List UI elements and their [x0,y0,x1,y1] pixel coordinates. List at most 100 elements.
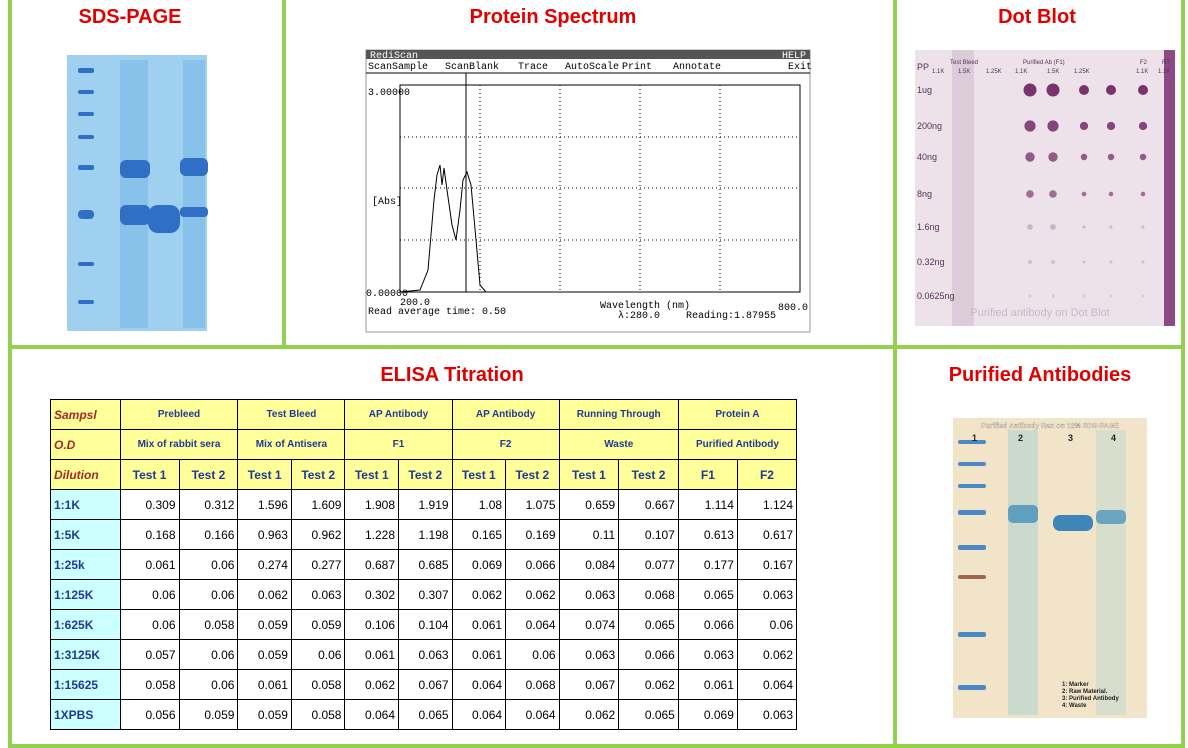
table-cell: 0.061 [344,639,400,670]
table-cell: 0.063 [736,579,798,610]
table-cell: 0.066 [677,609,738,640]
blot-dilution: 1.5K [958,69,970,75]
table-cell: 0.064 [451,699,507,730]
dot [1109,294,1113,298]
dot [1108,191,1114,197]
table-cell: 0.066 [505,549,560,580]
lane-label: 2 [1018,433,1023,443]
table-cell: 0.069 [451,549,507,580]
table-cell: 1:15625 [50,669,121,700]
table-cell: 0.962 [290,519,346,550]
table-cell: 0.084 [558,549,620,580]
watermark: Purified antibody on Dot Blot [970,307,1109,319]
table-cell: 0.059 [178,699,239,730]
table-cell: 0.613 [677,519,738,550]
purified-gel: Purified Antibody Ran on 12% SDS-PAGE 1 2… [953,418,1147,718]
dot [1047,120,1059,132]
table-cell: 0.074 [558,609,620,640]
table-cell: Test 2 [398,459,453,490]
blot-dilution: 1.25K [986,69,1002,75]
axis-label: [Abs] [372,196,402,208]
blot-dilution: 1.5K [1047,69,1059,75]
gel-legend: 4: Waste [1062,703,1087,709]
blot-amount: 8ng [917,189,932,199]
table-row: 1:3125K 0.057 0.06 0.059 0.06 0.061 0.063 0.061… [50,639,798,670]
menu-command: Trace [518,62,548,73]
table-cell: 0.061 [451,609,507,640]
table-cell: F1 [677,459,738,490]
table-cell: 0.063 [736,699,798,730]
table-cell: 0.064 [505,609,560,640]
table-cell: 0.062 [558,699,620,730]
table-cell: 0.06 [119,609,180,640]
blot-amount: 1.6ng [917,222,940,232]
gel-caption: Purified Antibody Ran on 12% SDS-PAGE [981,423,1119,430]
dot [1026,190,1034,198]
axis-label: 3.00000 [368,88,410,99]
table-cell: 0.06 [736,609,798,640]
table-cell: 0.068 [618,579,679,610]
dot [1051,260,1055,264]
status: Read average time: 0.50 [368,306,506,318]
dot [1046,83,1060,97]
blot-dilution: 1.1K [1158,69,1170,75]
table-cell: 1:1K [50,489,121,520]
dot [1109,260,1113,264]
dot [1141,294,1145,298]
elisa-table: Sampsl Prebleed Test Bleed AP Antibody AP An… [50,399,798,730]
table-cell: 0.063 [558,639,620,670]
table-cell: 1.228 [344,519,400,550]
blot-amount: 200ng [917,121,942,131]
dot [1082,225,1086,229]
blot-group: Test Bleed [950,60,978,66]
panel-title: Protein Spectrum [469,6,637,28]
table-cell: 0.963 [237,519,292,550]
table-cell: 1.908 [344,489,400,520]
table-cell: 0.058 [119,669,180,700]
table-cell: 0.059 [237,609,292,640]
table-cell: F2 [451,429,560,460]
table-cell: Test 2 [178,459,239,490]
dot [1079,121,1089,131]
gel-legend: 1: Marker [1062,682,1089,688]
table-cell: Test 1 [237,459,292,490]
dot [1082,260,1086,264]
table-cell: 0.169 [505,519,560,550]
dot [1051,294,1055,298]
table-cell: 0.06 [178,549,239,580]
table-cell: 0.065 [618,699,679,730]
table-cell: F2 [736,459,798,490]
table-cell: Running Through [558,399,679,430]
table-row: 1XPBS 0.056 0.059 0.059 0.058 0.064 0.065 0.064… [50,699,798,730]
panel-title: Purified Antibodies [948,364,1132,386]
table-cell: 1.075 [505,489,560,520]
dot-blot: PP Test Bleed Purified Ab (F1) F2 RT 1.1K 1.5K… [915,50,1175,326]
blot-amount: 0.32ng [917,257,945,267]
table-cell: 0.057 [119,639,180,670]
table-cell: AP Antibody [344,399,453,430]
panel-title: ELISA Titration [380,364,524,386]
table-cell: Protein A [677,399,798,430]
table-cell: 0.06 [505,639,560,670]
blot-amount: 0.0625ng [917,291,955,301]
table-cell: F1 [344,429,453,460]
table-cell: 0.063 [677,639,738,670]
table-cell: 0.062 [344,669,400,700]
dot [1081,191,1087,197]
table-row: 1:125K 0.06 0.06 0.062 0.063 0.302 0.307 0.062 0… [50,579,798,610]
table-cell: O.D [50,429,121,460]
status: Reading:1.87955 [686,310,776,322]
table-cell: 0.312 [178,489,239,520]
table-cell: 0.277 [290,549,346,580]
table-cell: 0.065 [618,609,679,640]
table-cell: Test Bleed [237,399,346,430]
blot-amount: 40ng [917,152,937,162]
dot [1138,121,1148,131]
blot-dilution: 1.1K [932,69,944,75]
table-cell: 0.058 [178,609,239,640]
table-cell: 1.198 [398,519,453,550]
table-cell: 0.177 [677,549,738,580]
table-cell: 0.061 [451,639,507,670]
table-cell: Purified Antibody [677,429,798,460]
gel-legend: 3: Purified Antibody [1062,696,1119,702]
